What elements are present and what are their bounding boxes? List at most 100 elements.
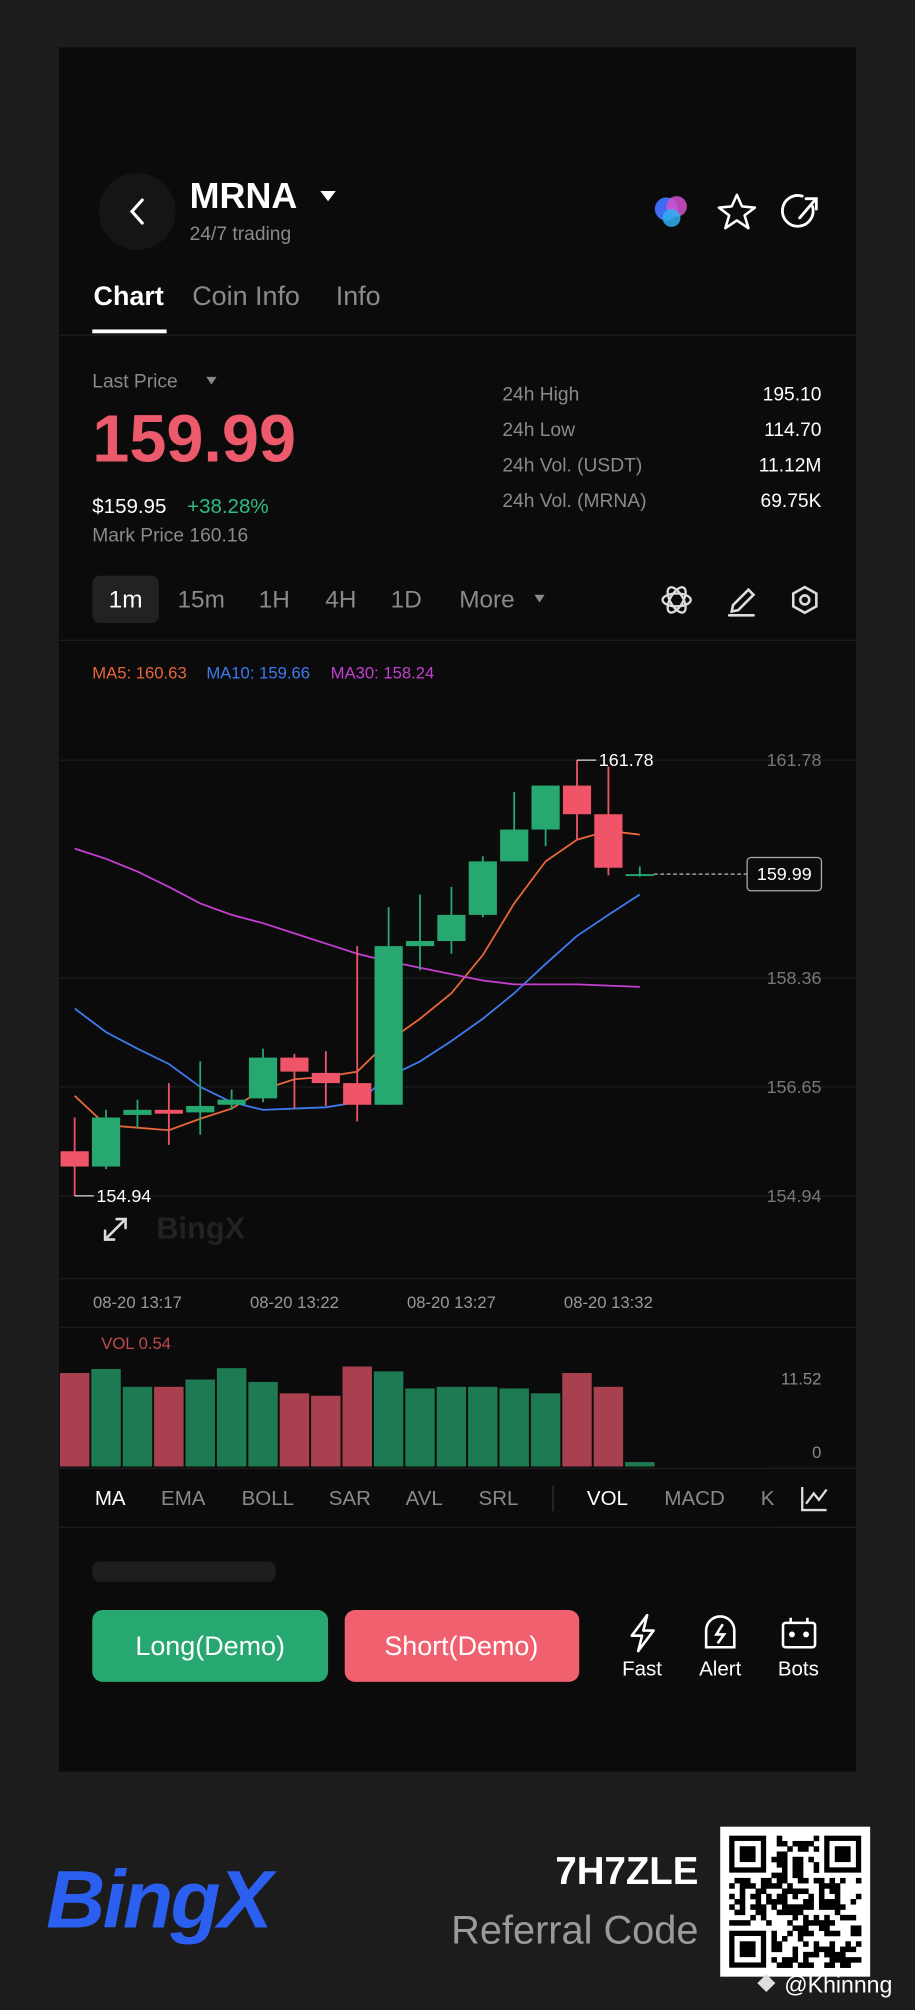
qr-module (739, 1909, 746, 1916)
indicator-tab[interactable]: EMA (161, 1487, 206, 1510)
qr-module (829, 1957, 836, 1963)
qr-module (771, 1936, 777, 1942)
interval[interactable]: 15m (178, 586, 225, 613)
qr-module (781, 1877, 788, 1884)
alert-icon[interactable] (704, 1615, 736, 1649)
indicator-tab[interactable]: VOL (587, 1487, 628, 1510)
qr-module (829, 1883, 836, 1889)
qr-module (787, 1930, 793, 1937)
qr-module (850, 1946, 857, 1953)
qr-module (792, 1840, 799, 1847)
x-tick-label: 08-20 13:22 (250, 1293, 339, 1312)
volume-tick-label: 11.52 (781, 1370, 821, 1389)
stat-label: 24h High (502, 384, 579, 405)
expand-icon[interactable] (103, 1217, 127, 1241)
qr-module (824, 1920, 830, 1926)
x-tick-label: 08-20 13:17 (93, 1293, 182, 1312)
qr-module (818, 1877, 825, 1884)
volume-bar (405, 1388, 435, 1467)
qr-module (792, 1951, 799, 1958)
bots-icon[interactable] (781, 1617, 817, 1649)
qr-module (855, 1941, 862, 1947)
indicator-tab[interactable]: MACD (664, 1487, 724, 1510)
qr-module (766, 1893, 772, 1900)
low-label: 154.94 (96, 1186, 151, 1206)
qr-module (797, 1872, 804, 1879)
qr-module (776, 1862, 783, 1868)
qr-module (776, 1909, 783, 1916)
last-price-label: 159.99 (757, 864, 812, 884)
interval[interactable]: 4H (325, 586, 356, 613)
qr-module (781, 1840, 788, 1847)
indicator-icon[interactable] (661, 585, 692, 616)
tool-label[interactable]: Bots (778, 1658, 819, 1681)
indicator-tab[interactable]: BOLL (242, 1487, 294, 1510)
favorite-icon[interactable] (717, 193, 757, 230)
interval[interactable]: 1m (109, 586, 143, 613)
qr-module (781, 1872, 788, 1879)
candle-body (625, 874, 654, 877)
qr-module (729, 1904, 735, 1910)
qr-module (829, 1951, 836, 1958)
qr-module (803, 1951, 809, 1958)
qr-finder (739, 1846, 756, 1863)
volume-bar (562, 1373, 592, 1467)
qr-module (776, 1899, 783, 1905)
indicator-tab[interactable]: SAR (329, 1487, 371, 1510)
qr-module (787, 1957, 793, 1963)
qr-module (834, 1893, 841, 1900)
volume-bar (625, 1462, 655, 1467)
stat-label: 24h Low (502, 420, 575, 441)
qr-module (787, 1904, 793, 1910)
qr-module (824, 1962, 830, 1968)
qr-module (792, 1856, 799, 1863)
interval[interactable]: 1D (391, 586, 422, 613)
long-button[interactable] (92, 1610, 329, 1682)
symbol-dropdown[interactable] (320, 191, 336, 202)
indicator-tab[interactable]: MA (95, 1487, 126, 1510)
qr-module (771, 1930, 777, 1937)
long-button-label[interactable]: Long(Demo) (135, 1631, 285, 1661)
qr-module (824, 1904, 830, 1910)
short-button[interactable] (344, 1610, 580, 1682)
back-button[interactable] (98, 173, 176, 250)
symbol[interactable]: MRNA (190, 176, 298, 216)
tool-label[interactable]: Fast (622, 1658, 662, 1681)
price-change: +38.28% (187, 495, 268, 518)
last-price-label[interactable]: Last Price (92, 372, 177, 393)
qr-module (813, 1862, 820, 1868)
candle-body (60, 1151, 89, 1167)
qr-module (808, 1840, 814, 1847)
tab[interactable]: Info (336, 281, 381, 311)
qr-module (834, 1930, 841, 1937)
short-button-label[interactable]: Short(Demo) (384, 1631, 538, 1661)
qr-module (776, 1962, 783, 1968)
qr-module (781, 1957, 788, 1963)
tab[interactable]: Chart (94, 281, 164, 311)
qr-module (855, 1930, 862, 1937)
tab[interactable]: Coin Info (192, 281, 300, 311)
qr-module (776, 1893, 783, 1900)
ai-icon[interactable] (654, 196, 687, 227)
share-icon[interactable] (780, 194, 818, 228)
indicator-tab[interactable]: SRL (479, 1487, 519, 1510)
tool-label[interactable]: Alert (699, 1658, 741, 1681)
qr-module (803, 1925, 809, 1931)
draw-icon[interactable] (727, 587, 756, 617)
fast-icon[interactable] (630, 1613, 655, 1653)
qr-module (766, 1883, 772, 1889)
qr-module (776, 1840, 783, 1847)
interval[interactable]: More (459, 586, 514, 613)
volume-bar (91, 1368, 121, 1467)
indicator-tab[interactable]: K (761, 1487, 775, 1510)
qr-module (797, 1856, 804, 1863)
candle-body (437, 914, 466, 942)
qr-module (729, 1883, 735, 1889)
chart-type-icon[interactable] (801, 1486, 828, 1512)
indicator-tab[interactable]: AVL (406, 1487, 443, 1510)
chart-watermark: BingX (156, 1211, 245, 1246)
qr-module (760, 1888, 767, 1895)
settings-icon[interactable] (791, 585, 818, 615)
interval[interactable]: 1H (259, 586, 290, 613)
volume-tick-label: 0 (812, 1443, 821, 1462)
